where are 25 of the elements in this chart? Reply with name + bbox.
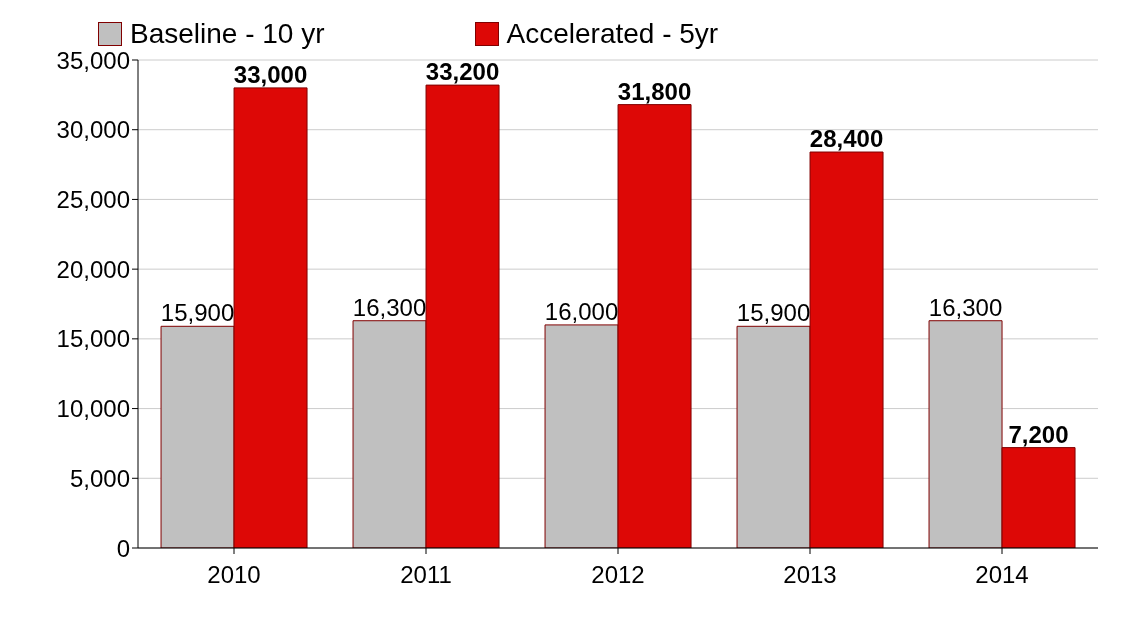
data-label: 16,300 [352,293,427,321]
data-label: 31,800 [617,77,692,105]
y-tick-label: 5,000 [69,464,130,492]
x-tick-label: 2013 [783,561,837,589]
y-tick-label: 25,000 [56,185,130,213]
x-tick-label: 2014 [975,561,1029,589]
data-label: 15,900 [736,299,811,327]
y-tick-label: 0 [116,534,130,562]
data-label: 7,200 [1008,420,1069,448]
data-label: 16,000 [544,297,619,325]
x-tick-label: 2011 [400,561,452,589]
data-label: 33,000 [233,60,308,88]
y-tick-label: 10,000 [56,395,130,423]
x-tick-label: 2012 [591,561,645,589]
data-label: 28,400 [809,125,884,153]
y-tick-label: 20,000 [56,255,130,283]
data-label: 16,300 [928,293,1003,321]
y-tick-label: 35,000 [56,46,130,74]
data-label: 33,200 [425,58,500,86]
legend-label: Accelerated - 5yr [506,18,719,50]
data-label: 15,900 [160,299,235,327]
x-tick-label: 2010 [207,561,261,589]
legend-label: Baseline - 10 yr [130,18,325,50]
y-tick-label: 30,000 [56,116,130,144]
y-tick-label: 15,000 [56,325,130,353]
